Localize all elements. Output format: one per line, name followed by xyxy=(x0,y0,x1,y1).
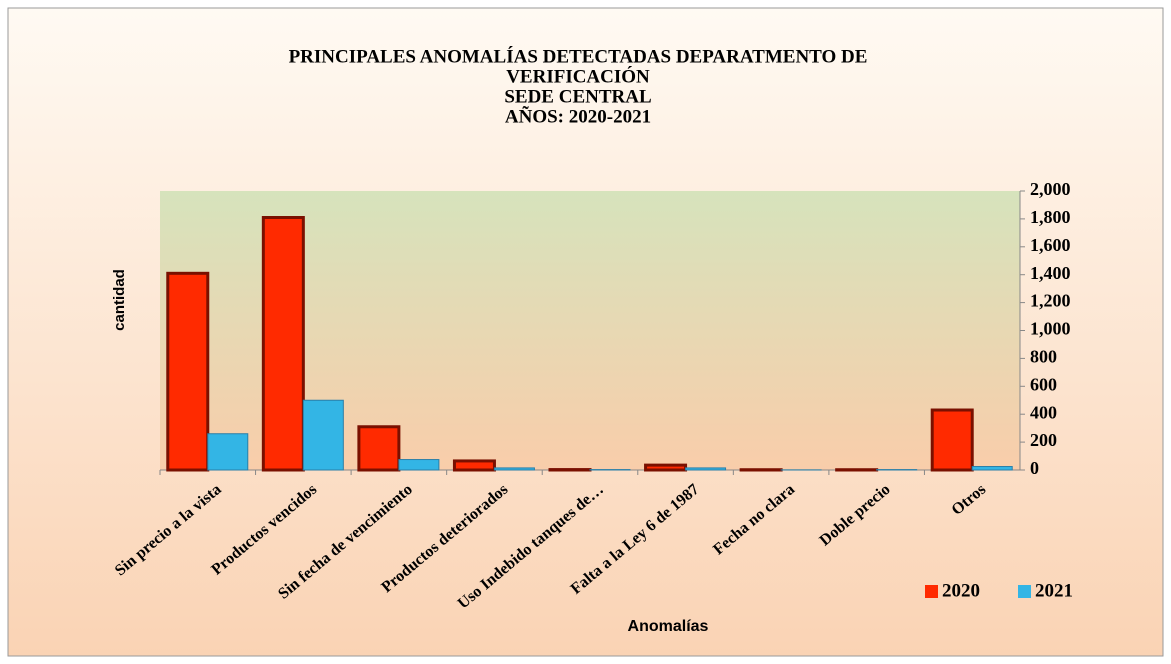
bar xyxy=(302,399,344,471)
bar xyxy=(398,459,440,471)
title-line: VERIFICACIÓN xyxy=(506,65,650,87)
y-tick-label: 800 xyxy=(1030,347,1057,367)
y-tick-label: 1,400 xyxy=(1030,263,1071,283)
y-axis-label: cantidad xyxy=(111,269,128,331)
legend-label: 2021 xyxy=(1035,580,1073,601)
y-tick-label: 400 xyxy=(1030,402,1057,422)
y-tick-label: 1,600 xyxy=(1030,235,1071,255)
y-tick-label: 2,000 xyxy=(1030,179,1071,199)
x-axis-label: Anomalías xyxy=(628,618,709,635)
y-tick-label: 200 xyxy=(1030,430,1057,450)
y-tick-label: 600 xyxy=(1030,374,1057,394)
legend-swatch xyxy=(1018,585,1031,598)
bar xyxy=(930,408,974,472)
legend-label: 2020 xyxy=(942,580,980,601)
legend-swatch xyxy=(925,585,938,598)
bar xyxy=(357,425,401,472)
bar xyxy=(685,467,727,471)
bar xyxy=(971,466,1013,471)
title-line: SEDE CENTRAL xyxy=(504,86,651,107)
y-tick-label: 1,200 xyxy=(1030,291,1071,311)
y-tick-label: 1,800 xyxy=(1030,207,1071,227)
title: PRINCIPALES ANOMALÍAS DETECTADAS DEPARAT… xyxy=(289,45,868,127)
bar xyxy=(166,271,210,472)
y-tick-label: 0 xyxy=(1030,458,1039,478)
title-line: PRINCIPALES ANOMALÍAS DETECTADAS DEPARAT… xyxy=(289,45,868,67)
title-line: AÑOS: 2020-2021 xyxy=(505,105,651,127)
bar xyxy=(493,467,535,471)
bar xyxy=(452,459,496,472)
y-tick-label: 1,000 xyxy=(1030,319,1071,339)
bar xyxy=(261,216,305,472)
bar xyxy=(207,433,249,471)
bar xyxy=(644,463,688,472)
